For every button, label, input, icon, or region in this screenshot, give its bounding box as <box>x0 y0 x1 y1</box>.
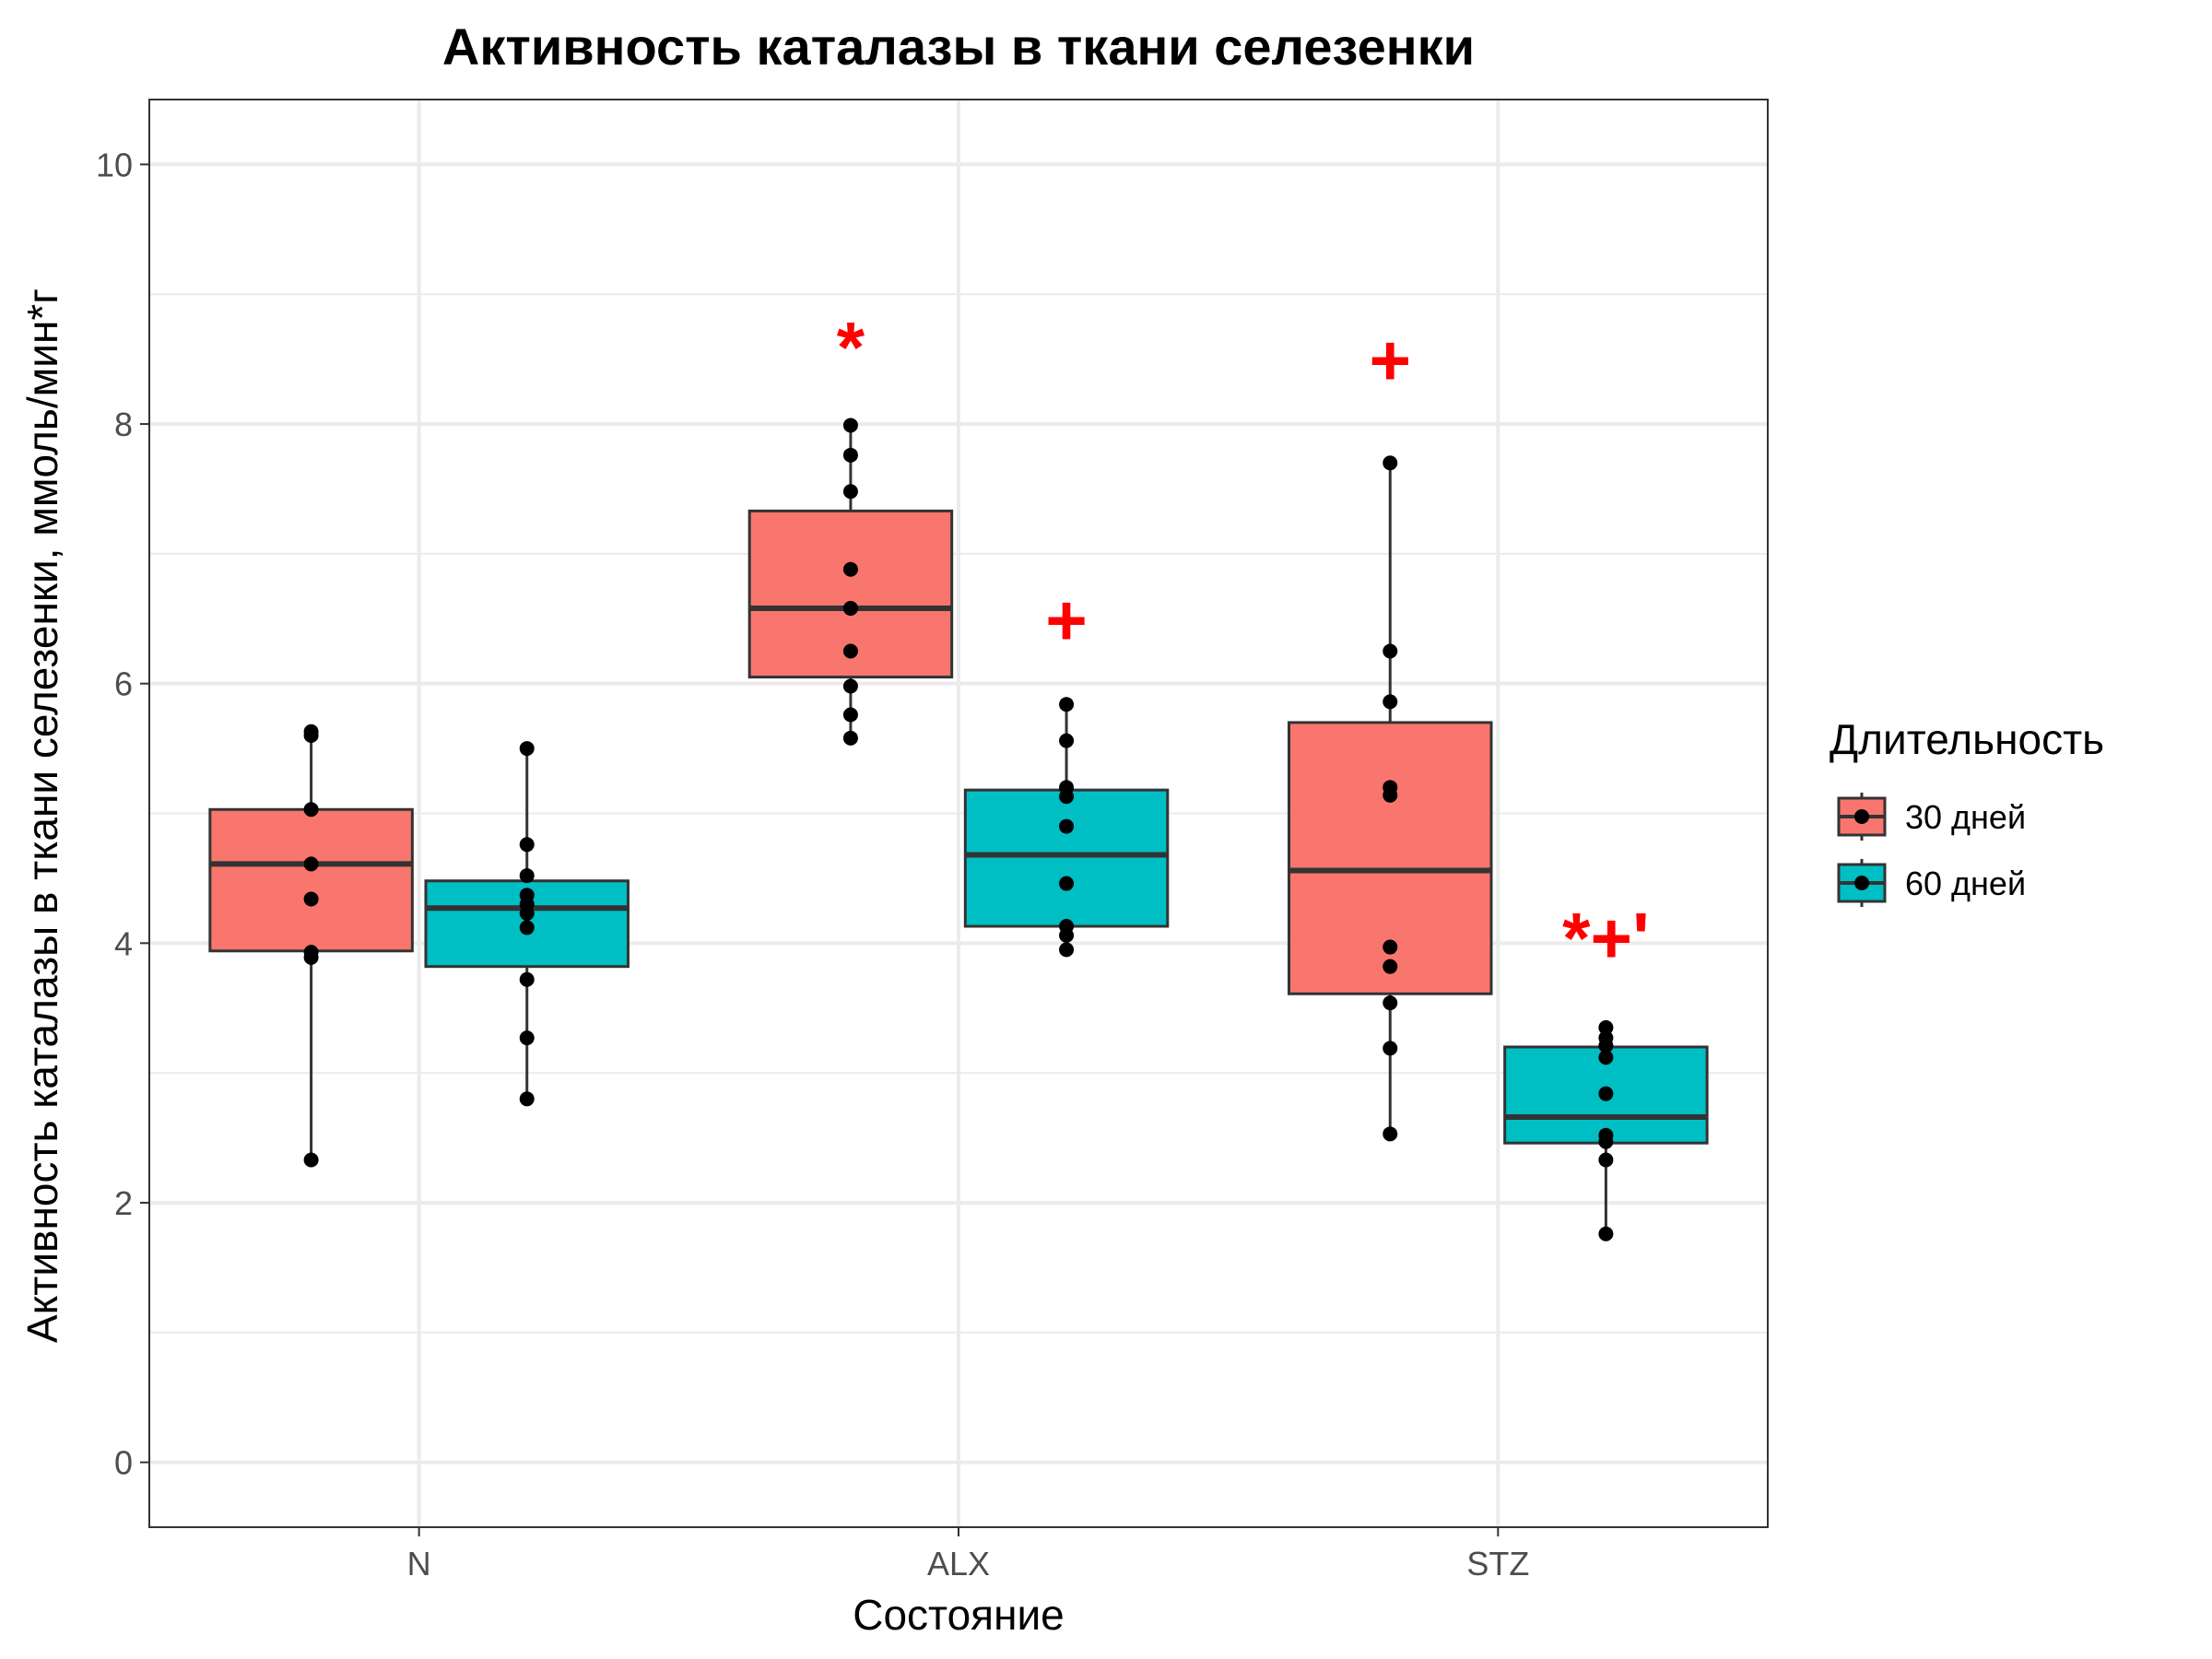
x-tick-label: STZ <box>1466 1545 1529 1583</box>
y-tick-label: 8 <box>114 406 133 443</box>
data-point <box>842 730 858 746</box>
data-point <box>1598 1086 1614 1101</box>
y-tick-label: 2 <box>114 1184 133 1222</box>
data-point <box>519 741 535 757</box>
data-point <box>1059 697 1075 712</box>
data-point <box>842 447 858 463</box>
box-N-0 <box>208 807 414 953</box>
data-point <box>1598 1152 1614 1168</box>
legend: Длительность 30 дней 60 дней <box>1830 715 2104 907</box>
data-point <box>1382 787 1398 803</box>
data-point <box>1059 942 1075 958</box>
data-point <box>303 856 319 872</box>
data-point <box>1059 876 1075 891</box>
legend-key-point <box>1854 876 1869 890</box>
data-point <box>842 678 858 694</box>
data-point <box>842 561 858 577</box>
data-point <box>303 949 319 965</box>
data-point <box>519 920 535 935</box>
data-point <box>842 418 858 433</box>
data-point <box>1382 643 1398 659</box>
legend-title: Длительность <box>1830 715 2104 763</box>
legend-label-1: 60 дней <box>1905 865 2026 902</box>
data-point <box>519 868 535 884</box>
data-point <box>1382 939 1398 955</box>
data-point <box>1598 1019 1614 1035</box>
chart-title: Активность каталазы в ткани селезенки <box>442 18 1475 76</box>
data-point <box>303 1152 319 1168</box>
data-point <box>303 728 319 744</box>
data-point <box>1382 455 1398 471</box>
significance-marker: *+' <box>1562 897 1649 978</box>
data-point <box>519 1091 535 1107</box>
data-point <box>1382 1041 1398 1056</box>
y-tick-label: 10 <box>96 146 133 183</box>
data-point <box>842 484 858 500</box>
data-point <box>1382 959 1398 974</box>
significance-marker: + <box>1369 320 1411 401</box>
data-point <box>1598 1226 1614 1241</box>
legend-label-0: 30 дней <box>1905 798 2026 836</box>
y-tick-label: 6 <box>114 665 133 703</box>
data-point <box>842 643 858 659</box>
data-point <box>1598 1134 1614 1149</box>
data-point <box>1059 789 1075 805</box>
data-point <box>303 891 319 907</box>
data-point <box>1382 1126 1398 1142</box>
data-point <box>1382 694 1398 710</box>
x-tick-label: N <box>407 1545 431 1583</box>
y-tick-label: 4 <box>114 924 133 962</box>
data-point <box>303 802 319 818</box>
significance-marker: * <box>837 307 865 388</box>
x-axis-title: Состояние <box>853 1591 1065 1639</box>
data-point <box>519 1030 535 1046</box>
data-point <box>519 837 535 853</box>
data-point <box>1382 995 1398 1011</box>
data-point <box>519 971 535 987</box>
data-point <box>1598 1050 1614 1065</box>
y-tick-label: 0 <box>114 1444 133 1482</box>
data-point <box>1598 1038 1614 1053</box>
x-tick-label: ALX <box>927 1545 990 1583</box>
legend-key-point <box>1854 809 1869 824</box>
plot-area: * + + *+' 0 2 4 6 8 10 N ALX STZ <box>96 99 1769 1583</box>
significance-marker: + <box>1045 579 1088 660</box>
data-point <box>1059 733 1075 748</box>
data-point <box>519 905 535 921</box>
data-point <box>1059 818 1075 834</box>
data-point <box>842 601 858 617</box>
y-axis-title: Активность каталазы в ткани селезенки, м… <box>18 288 66 1343</box>
data-point <box>842 707 858 723</box>
data-point <box>1059 927 1075 943</box>
box-ALX-1 <box>963 788 1170 928</box>
